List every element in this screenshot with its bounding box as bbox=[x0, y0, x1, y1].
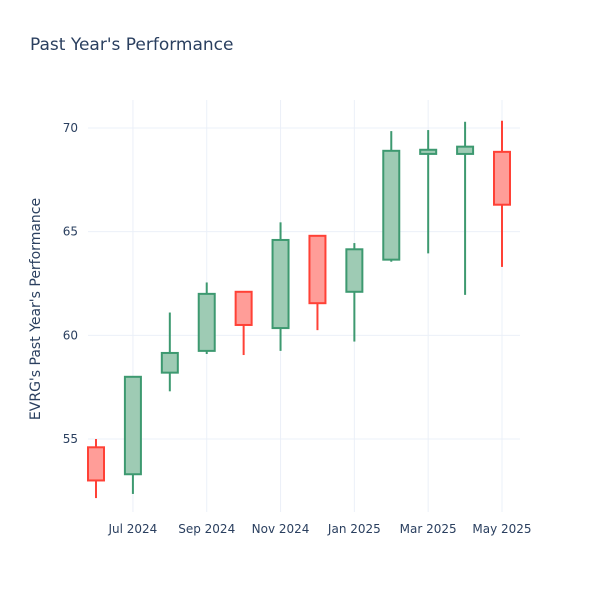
candle-body bbox=[419, 148, 438, 155]
candle-body bbox=[345, 248, 364, 293]
candle-sep-2024 bbox=[197, 282, 216, 354]
chart-title: Past Year's Performance bbox=[30, 35, 234, 55]
x-axis-ticks: Jul 2024 Sep 2024 Nov 2024 Jan 2025 Mar 2025… bbox=[107, 522, 531, 536]
candle-jun-2024 bbox=[87, 439, 105, 499]
candle-body bbox=[160, 351, 179, 374]
y-tick-label: 55 bbox=[63, 432, 78, 446]
y-tick-label: 60 bbox=[63, 328, 78, 342]
candles bbox=[87, 120, 511, 499]
candle-may-2025 bbox=[493, 120, 511, 267]
y-axis-title: EVRG's Past Year's Performance bbox=[28, 198, 44, 420]
x-tick-label: Jan 2025 bbox=[327, 522, 381, 536]
candle-body bbox=[456, 145, 475, 155]
candle-dec-2024 bbox=[308, 234, 327, 331]
candle-body bbox=[382, 149, 401, 261]
candle-feb-2025 bbox=[382, 131, 401, 262]
x-tick-label: Jul 2024 bbox=[107, 522, 157, 536]
candle-mar-2025 bbox=[419, 130, 438, 254]
candle-body bbox=[123, 375, 142, 476]
candle-body bbox=[87, 446, 105, 482]
y-axis-ticks: 55 60 65 70 bbox=[63, 121, 78, 446]
candle-body bbox=[271, 238, 290, 330]
candle-jan-2025 bbox=[345, 243, 364, 342]
y-gridlines bbox=[88, 127, 520, 440]
candle-body bbox=[308, 234, 327, 305]
candle-body bbox=[197, 292, 216, 352]
x-tick-label: May 2025 bbox=[472, 522, 531, 536]
candle-apr-2025 bbox=[456, 121, 475, 295]
candle-body bbox=[493, 150, 511, 206]
x-tick-label: Mar 2025 bbox=[400, 522, 457, 536]
candle-nov-2024 bbox=[271, 222, 290, 351]
x-tick-label: Sep 2024 bbox=[178, 522, 235, 536]
candle-aug-2024 bbox=[160, 312, 179, 392]
candle-body bbox=[234, 290, 253, 326]
x-tick-label: Nov 2024 bbox=[252, 522, 310, 536]
y-tick-label: 70 bbox=[63, 121, 78, 135]
candle-jul-2024 bbox=[123, 375, 142, 494]
candle-oct-2024 bbox=[234, 290, 253, 356]
y-tick-label: 65 bbox=[63, 225, 78, 239]
